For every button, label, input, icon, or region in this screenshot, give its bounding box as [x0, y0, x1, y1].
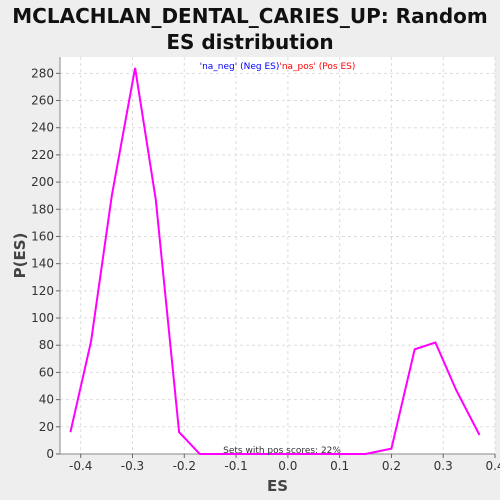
y-tick-label: 100	[31, 311, 54, 325]
y-tick-label: 160	[31, 229, 54, 243]
y-tick-label: 280	[31, 66, 54, 80]
y-axis-ticks: 0 20 40 60 80 100 120 140 160 180 200 220 240 260 280	[31, 66, 60, 461]
y-tick-label: 220	[31, 148, 54, 162]
x-tick-label: 0.0	[278, 459, 297, 473]
y-tick-label: 180	[31, 202, 54, 216]
y-axis-label: P(ES)	[11, 233, 29, 279]
y-tick-label: 120	[31, 284, 54, 298]
legend-entry-neg: 'na_neg' (Neg ES)	[200, 62, 280, 72]
legend-entry-pos: 'na_pos' (Pos ES)	[279, 62, 355, 72]
x-tick-label: 0.2	[382, 459, 401, 473]
x-tick-label: -0.1	[224, 459, 247, 473]
x-tick-label: 0.1	[330, 459, 349, 473]
y-tick-label: 240	[31, 121, 54, 135]
y-tick-label: 40	[39, 393, 54, 407]
pos-scores-annotation: Sets with pos scores: 22%	[223, 446, 341, 456]
series-line	[69, 67, 481, 455]
grid-lines	[60, 57, 496, 455]
y-tick-label: 200	[31, 175, 54, 189]
x-tick-label: -0.2	[173, 459, 196, 473]
y-tick-label: 60	[39, 365, 54, 379]
x-axis-label: ES	[267, 477, 288, 495]
y-tick-label: 20	[39, 420, 54, 434]
x-tick-label: 0.3	[434, 459, 453, 473]
y-tick-label: 80	[39, 338, 54, 352]
series-group	[69, 67, 481, 455]
y-tick-label: 0	[46, 447, 54, 461]
x-tick-label: -0.4	[69, 459, 92, 473]
x-tick-label: -0.3	[121, 459, 144, 473]
x-tick-label: 0.4	[485, 459, 500, 473]
y-tick-label: 260	[31, 94, 54, 108]
x-axis-ticks: -0.4 -0.3 -0.2 -0.1 0.0 0.1 0.2 0.3 0.4	[69, 454, 500, 473]
y-tick-label: 140	[31, 257, 54, 271]
chart-title: MCLACHLAN_DENTAL_CARIES_UP: Random ES di…	[12, 4, 488, 54]
